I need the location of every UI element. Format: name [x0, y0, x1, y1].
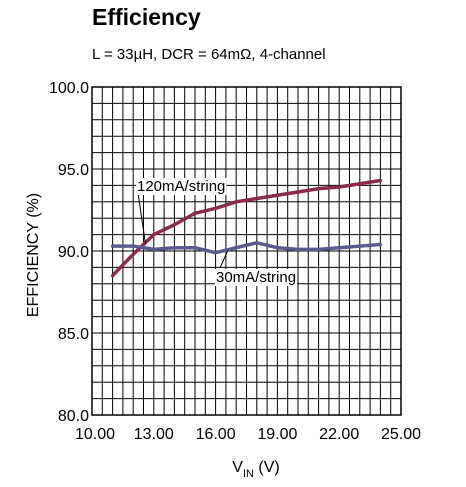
x-tick-label: 10.00 [75, 426, 115, 443]
x-tick-label: 13.00 [134, 426, 174, 443]
x-axis-label: VIN (V) [232, 459, 279, 480]
y-tick-label: 85.0 [58, 326, 89, 343]
y-tick-label: 90.0 [58, 244, 89, 261]
x-tick-label: 25.00 [381, 426, 421, 443]
series-annotation-leader-120 [136, 185, 147, 245]
series-line-120mA [110, 178, 383, 278]
y-axis-label: EFFICIENCY (%) [25, 193, 42, 317]
plot-frame [91, 86, 402, 416]
y-tick-label: 100.0 [49, 80, 89, 97]
y-tick-label: 80.0 [58, 408, 89, 425]
chart-subtitle: L = 33µH, DCR = 64mΩ, 4-channel [92, 46, 326, 63]
y-tick-label: 95.0 [58, 162, 89, 179]
chart-title: Efficiency [92, 4, 201, 30]
x-tick-label: 16.00 [196, 426, 236, 443]
series-annotation-leader-30 [219, 249, 229, 269]
series-label-120mA: 120mA/string [137, 178, 225, 195]
x-tick-label: 22.00 [319, 426, 359, 443]
series-label-30mA: 30mA/string [216, 269, 296, 286]
x-tick-label: 19.00 [257, 426, 297, 443]
series-line-30mA [110, 241, 383, 255]
